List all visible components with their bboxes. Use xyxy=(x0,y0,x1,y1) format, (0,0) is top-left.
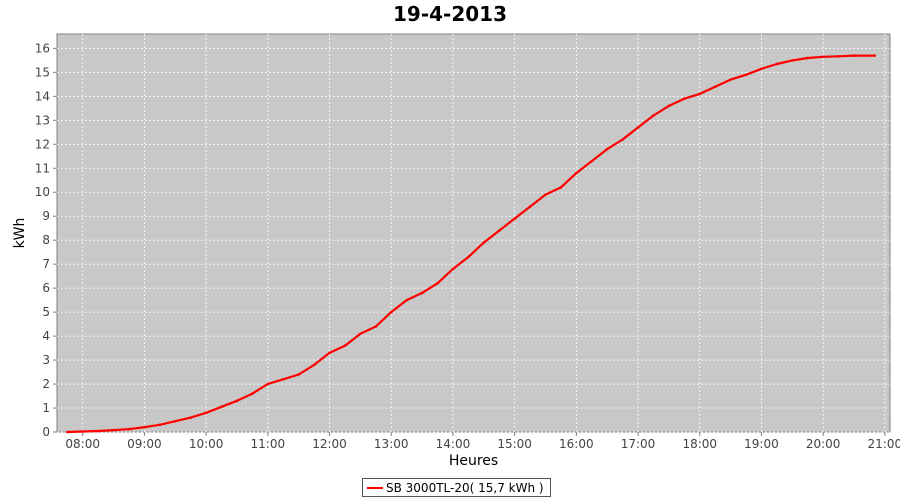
data-point xyxy=(374,325,378,328)
data-point xyxy=(143,425,146,429)
data-point xyxy=(173,419,177,423)
data-point xyxy=(528,205,532,208)
x-tick-label: 08:00 xyxy=(65,437,100,451)
data-point xyxy=(744,73,748,77)
data-point xyxy=(420,291,424,295)
y-tick-label: 3 xyxy=(42,353,50,367)
data-point xyxy=(96,429,100,433)
data-point xyxy=(559,186,563,189)
x-tick-label: 13:00 xyxy=(374,437,409,451)
data-point xyxy=(281,377,285,381)
data-point xyxy=(297,373,300,376)
x-tick-label: 19:00 xyxy=(744,437,779,451)
data-point xyxy=(729,78,732,81)
x-tick-label: 14:00 xyxy=(436,437,471,451)
y-tick-label: 9 xyxy=(42,209,50,223)
x-tick-label: 10:00 xyxy=(189,437,224,451)
y-tick-label: 5 xyxy=(42,305,50,319)
y-tick-label: 2 xyxy=(42,377,50,391)
legend-swatch xyxy=(367,486,383,489)
x-tick-label: 17:00 xyxy=(621,437,656,451)
y-tick-label: 16 xyxy=(35,41,50,55)
data-point xyxy=(189,416,192,419)
data-point xyxy=(873,54,876,57)
y-tick-label: 13 xyxy=(35,113,50,127)
data-point xyxy=(81,430,85,433)
x-tick-label: 11:00 xyxy=(251,437,286,451)
plot-area xyxy=(56,33,891,433)
x-tick-label: 09:00 xyxy=(127,437,162,451)
chart-title: 19-4-2013 xyxy=(392,2,507,26)
y-tick-label: 8 xyxy=(42,233,50,247)
data-point xyxy=(312,363,316,367)
y-axis-label: kWh xyxy=(12,218,28,249)
data-point xyxy=(621,138,624,141)
y-tick-label: 4 xyxy=(42,329,50,343)
y-tick-label: 0 xyxy=(42,425,50,439)
data-point xyxy=(852,54,856,57)
x-tick-label: 18:00 xyxy=(682,437,717,451)
x-axis-label: Heures xyxy=(449,453,498,469)
y-tick-label: 15 xyxy=(35,65,50,79)
x-tick-label: 20:00 xyxy=(806,437,841,451)
data-point xyxy=(204,411,208,415)
y-tick-label: 7 xyxy=(42,257,50,271)
x-tick-label: 12:00 xyxy=(312,437,347,451)
data-point xyxy=(575,171,578,175)
data-point xyxy=(266,382,270,386)
data-point xyxy=(837,54,840,58)
grid-lines xyxy=(57,34,890,433)
legend-label: SB 3000TL-20( 15,7 kWh ) xyxy=(386,480,544,495)
y-tick-label: 14 xyxy=(35,89,50,103)
y-tick-label: 1 xyxy=(42,401,50,415)
data-point xyxy=(791,59,794,62)
data-point xyxy=(112,428,115,432)
data-point xyxy=(698,92,702,96)
y-tick-label: 10 xyxy=(35,185,50,199)
x-tick-label: 21:00 xyxy=(868,437,900,451)
data-point xyxy=(683,97,686,101)
legend: SB 3000TL-20( 15,7 kWh ) xyxy=(362,478,551,497)
data-point xyxy=(220,405,223,409)
data-point xyxy=(760,67,763,71)
data-point xyxy=(482,241,486,244)
data-point xyxy=(605,147,609,151)
data-point xyxy=(359,332,362,335)
data-point xyxy=(436,282,439,285)
y-tick-label: 6 xyxy=(42,281,50,295)
data-point xyxy=(251,392,254,395)
data-point xyxy=(544,193,547,196)
data-point xyxy=(636,126,640,129)
data-point xyxy=(590,159,594,163)
y-tick-label: 11 xyxy=(35,161,50,175)
data-point xyxy=(513,217,516,220)
data-point xyxy=(328,351,331,355)
series-layer xyxy=(65,54,876,434)
data-point xyxy=(806,56,810,60)
data-point xyxy=(451,267,455,271)
data-point xyxy=(158,423,162,427)
data-point xyxy=(713,85,717,89)
data-point xyxy=(343,344,347,347)
data-point xyxy=(775,62,779,66)
y-tick-label: 12 xyxy=(35,137,50,151)
data-point xyxy=(65,430,69,434)
data-point xyxy=(389,310,393,314)
data-point xyxy=(497,229,501,232)
x-tick-label: 15:00 xyxy=(497,437,532,451)
data-point xyxy=(667,104,671,108)
data-point xyxy=(467,255,470,259)
data-point xyxy=(821,55,825,59)
data-point xyxy=(652,114,655,117)
data-point xyxy=(127,427,131,431)
x-tick-label: 16:00 xyxy=(559,437,594,451)
data-point xyxy=(235,399,239,403)
data-point xyxy=(405,298,408,302)
